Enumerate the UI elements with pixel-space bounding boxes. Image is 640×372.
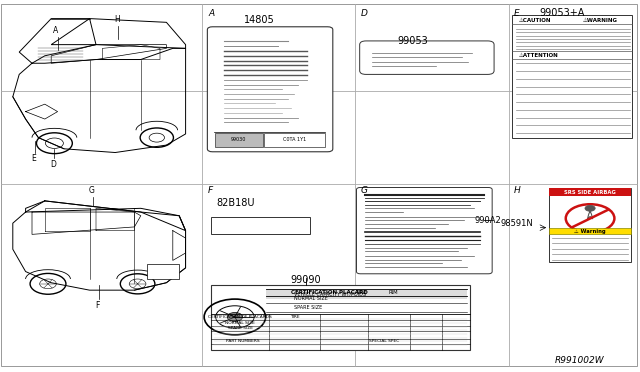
Text: PART NUMBERS: PART NUMBERS <box>227 340 260 343</box>
Text: F: F <box>208 186 213 195</box>
Text: 14805: 14805 <box>244 16 275 25</box>
Text: G: G <box>360 186 367 195</box>
Bar <box>549 188 631 196</box>
Text: SPARE SIZE: SPARE SIZE <box>294 305 323 310</box>
Text: 99053+A: 99053+A <box>540 8 584 18</box>
Text: SPARE SIZE: SPARE SIZE <box>227 326 253 330</box>
Bar <box>211 217 310 234</box>
Text: E: E <box>31 154 36 163</box>
Text: G: G <box>88 186 95 195</box>
Text: CERTIFICATION PLACARD: CERTIFICATION PLACARD <box>291 290 368 295</box>
FancyBboxPatch shape <box>360 41 494 74</box>
Text: TIRE: TIRE <box>289 315 300 319</box>
Text: VEHICLE CAPACITY WT/POIDS: VEHICLE CAPACITY WT/POIDS <box>294 291 367 296</box>
Text: CERTIFICATION OF PLACARDS: CERTIFICATION OF PLACARDS <box>208 315 272 319</box>
Text: ⚠WARNING: ⚠WARNING <box>582 17 618 23</box>
Text: NORMAL SIZE: NORMAL SIZE <box>294 296 328 301</box>
Bar <box>147 264 179 279</box>
Text: 990A2: 990A2 <box>474 216 501 225</box>
Text: R991002W: R991002W <box>555 356 605 365</box>
Text: 99053: 99053 <box>397 36 428 46</box>
Text: ⚠ Warning: ⚠ Warning <box>574 228 606 234</box>
Text: SPECIAL SPEC: SPECIAL SPEC <box>369 340 399 343</box>
Text: ⚠ATTENTION: ⚠ATTENTION <box>518 52 558 58</box>
Text: 99090: 99090 <box>291 275 321 285</box>
Text: D: D <box>50 160 56 169</box>
Text: SRS SIDE AIRBAG: SRS SIDE AIRBAG <box>564 190 616 195</box>
Text: 99030: 99030 <box>231 137 246 142</box>
Text: E: E <box>514 9 520 18</box>
Text: A: A <box>53 26 58 35</box>
Bar <box>211 285 470 350</box>
Text: NORMAL SIZE: NORMAL SIZE <box>225 321 255 324</box>
FancyBboxPatch shape <box>356 187 492 274</box>
Text: 98591N: 98591N <box>500 219 534 228</box>
Bar <box>215 133 263 147</box>
Bar <box>549 228 631 234</box>
Text: H: H <box>115 15 120 24</box>
Text: H: H <box>514 186 521 195</box>
Bar <box>266 289 467 299</box>
Text: RIM: RIM <box>388 290 399 295</box>
Text: TIRE: TIRE <box>356 290 367 295</box>
Text: A: A <box>208 9 214 18</box>
Bar <box>264 133 325 147</box>
Text: C0TA 1Y1: C0TA 1Y1 <box>283 137 306 142</box>
Text: 82B18U: 82B18U <box>216 198 255 208</box>
Text: ⚠CAUTION: ⚠CAUTION <box>518 17 551 23</box>
Circle shape <box>227 312 243 321</box>
FancyBboxPatch shape <box>207 27 333 152</box>
Text: D: D <box>360 9 367 18</box>
Text: F: F <box>96 301 100 310</box>
Bar <box>549 188 631 262</box>
Bar <box>512 15 632 138</box>
Circle shape <box>585 205 595 211</box>
